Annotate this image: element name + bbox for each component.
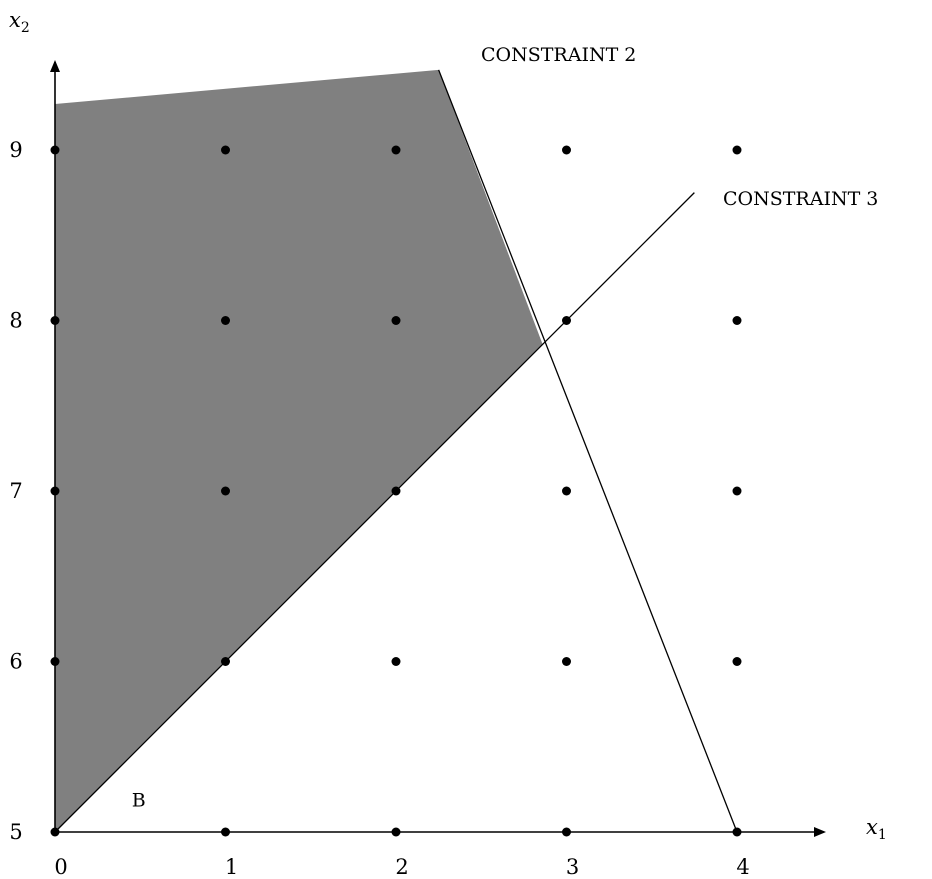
lattice-point <box>562 486 571 496</box>
lattice-point <box>732 316 742 325</box>
point-b-label: B <box>132 789 146 811</box>
x-axis-label: x1 <box>866 815 887 843</box>
lattice-point <box>562 145 571 155</box>
y-tick-label: 5 <box>9 820 22 844</box>
constraint-2-label: CONSTRAINT 2 <box>481 44 636 66</box>
lattice-point <box>50 316 60 325</box>
lattice-point <box>50 486 60 496</box>
lattice-point <box>221 486 230 496</box>
x-tick-label: 2 <box>395 855 408 879</box>
constraint-3-line <box>54 192 695 833</box>
lattice-point <box>732 486 742 496</box>
lattice-point <box>50 145 60 155</box>
lattice-points <box>50 145 742 837</box>
lattice-point <box>391 145 401 155</box>
lattice-point <box>50 657 60 666</box>
x-tick-label: 3 <box>566 855 579 879</box>
y-tick-label: 8 <box>9 309 22 333</box>
x-tick-label: 1 <box>225 855 238 879</box>
lattice-point <box>562 316 571 325</box>
lattice-point <box>732 145 742 155</box>
y-axis-label: x2 <box>9 8 30 36</box>
lattice-point <box>391 657 401 666</box>
lattice-point <box>562 827 571 837</box>
y-tick-label: 7 <box>9 479 22 503</box>
x-tick-label: 0 <box>54 855 67 879</box>
lattice-point <box>50 827 60 837</box>
constraint-2-line <box>438 69 738 833</box>
lattice-point <box>562 657 571 666</box>
y-tick-label: 9 <box>9 138 22 162</box>
lattice-point <box>391 827 401 837</box>
lattice-point <box>221 657 230 666</box>
lattice-point <box>221 145 230 155</box>
y-tick-labels: 5 6 7 8 9 <box>9 138 22 844</box>
lattice-point <box>391 486 401 496</box>
constraint-3-label: CONSTRAINT 3 <box>723 188 878 210</box>
x-tick-label: 4 <box>736 855 749 879</box>
lattice-point <box>221 316 230 325</box>
feasible-region <box>55 69 543 833</box>
lattice-point <box>732 657 742 666</box>
lattice-point <box>221 827 230 837</box>
lattice-point <box>732 827 742 837</box>
y-tick-label: 6 <box>9 650 22 674</box>
lattice-point <box>391 316 401 325</box>
x-tick-labels: 0 1 2 3 4 <box>54 855 749 879</box>
